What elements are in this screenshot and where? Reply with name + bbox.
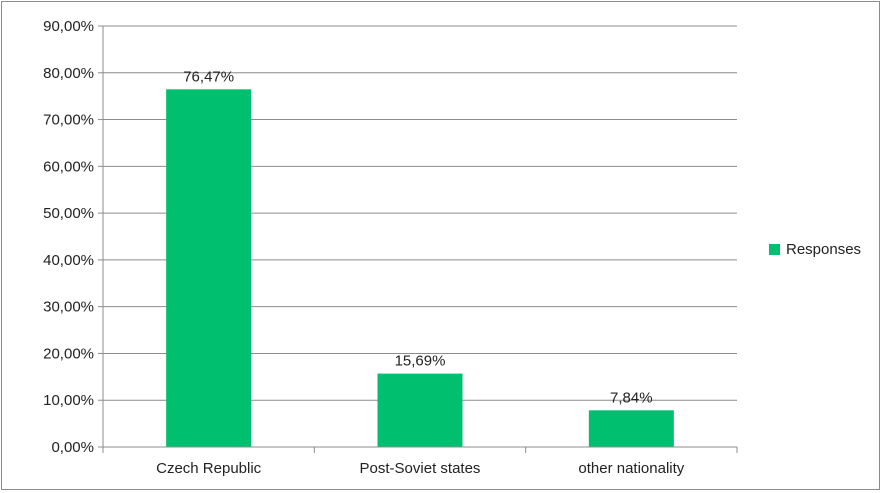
y-tick-label: 10,00%: [43, 392, 94, 409]
x-category-label: Czech Republic: [156, 460, 262, 477]
bar: [377, 373, 463, 447]
legend-swatch-responses: [769, 244, 780, 255]
y-axis: 0,00% 10,00% 20,00% 30,00% 40,00% 50,00% 60,00…: [43, 18, 104, 456]
bar: [588, 410, 674, 447]
y-tick-label: 30,00%: [43, 299, 94, 316]
data-label: 15,69%: [395, 353, 446, 370]
y-tick-label: 40,00%: [43, 252, 94, 269]
y-tick-label: 50,00%: [43, 205, 94, 222]
data-label: 7,84%: [610, 389, 653, 406]
data-label: 76,47%: [183, 68, 234, 85]
x-category-label: Post-Soviet states: [360, 460, 481, 477]
y-tick-label: 80,00%: [43, 65, 94, 82]
y-tick-label: 60,00%: [43, 158, 94, 175]
y-tick-label: 70,00%: [43, 112, 94, 129]
data-labels: 76,47% 15,69% 7,84%: [183, 68, 652, 406]
bar: [166, 89, 252, 447]
x-category-label: other nationality: [578, 460, 684, 477]
y-tick-label: 90,00%: [43, 18, 94, 35]
x-axis: Czech Republic Post-Soviet states other na…: [102, 446, 738, 477]
legend: Responses: [769, 241, 861, 258]
bars: [166, 89, 674, 447]
legend-label-responses: Responses: [786, 241, 862, 258]
y-tick-label: 20,00%: [43, 345, 94, 362]
y-tick-label: 0,00%: [51, 439, 94, 456]
